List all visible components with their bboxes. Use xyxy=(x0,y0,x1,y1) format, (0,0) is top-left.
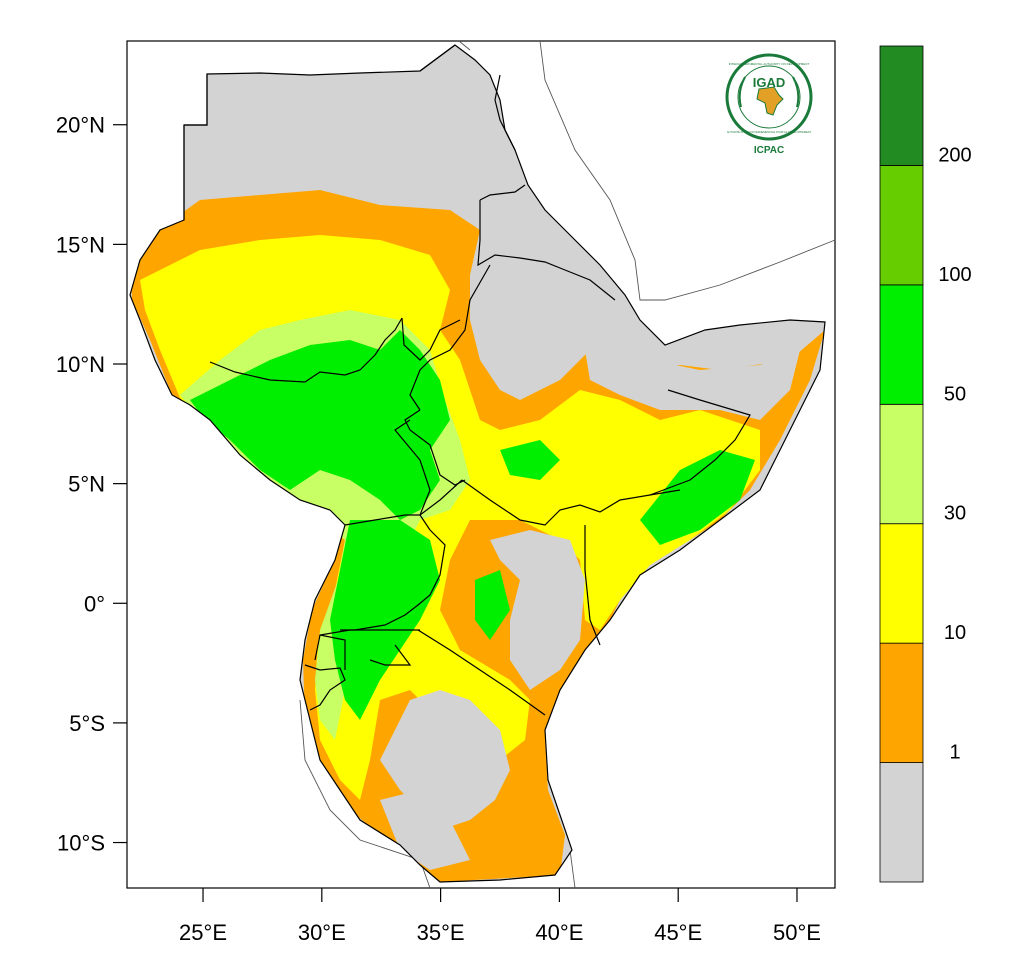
y-tick-label: 0° xyxy=(84,591,105,616)
logo-inner-ring xyxy=(737,65,801,129)
legend-swatch xyxy=(879,762,924,883)
legend-label: 100 xyxy=(938,264,971,286)
no-rain-zone-ethiopia xyxy=(470,275,600,400)
legend-swatch xyxy=(879,642,924,763)
legend-label: 30 xyxy=(944,503,966,525)
x-tick-label: 40°E xyxy=(535,920,583,945)
x-tick-label: 45°E xyxy=(654,920,702,945)
x-tick-label: 50°E xyxy=(773,920,821,945)
legend-swatch xyxy=(879,523,924,644)
africa-map-icon xyxy=(756,86,784,116)
logo-subtitle: AUTORITÉ INTERGOUVERNEMENTALE POUR LE DÉ… xyxy=(727,129,812,134)
y-tick-label: 10°S xyxy=(57,831,105,856)
x-tick-label: 25°E xyxy=(179,920,227,945)
rainfall-zone-green-2 xyxy=(330,520,440,720)
x-tick-label: 35°E xyxy=(417,920,465,945)
legend-label: 50 xyxy=(944,383,966,405)
rainfall-zone-green xyxy=(190,330,450,520)
legend-label: 1 xyxy=(949,742,960,764)
y-tick-label: 10°N xyxy=(56,352,105,377)
x-tick-label: 30°E xyxy=(298,920,346,945)
rainfall-zone-green-4 xyxy=(500,440,560,480)
logo-acronym: IGAD xyxy=(753,75,786,90)
legend-swatch xyxy=(879,403,924,525)
legend-swatch xyxy=(879,284,924,405)
logo-org-name: ICPAC xyxy=(754,145,784,156)
rainfall-zone-green-5 xyxy=(475,570,510,640)
legend-swatch xyxy=(879,165,924,286)
laurel-icon xyxy=(738,76,800,108)
axis-ticks: 25°E 30°E 35°E 40°E 45°E 50°E 20°N 15°N 10°N 5°N 0… xyxy=(56,113,821,945)
rainfall-zone-green-3 xyxy=(640,450,755,545)
no-rain-zone-east xyxy=(580,320,800,420)
no-rain-zone-kenya xyxy=(490,530,585,690)
y-tick-label: 15°N xyxy=(56,232,105,257)
legend-label: 200 xyxy=(938,144,971,166)
country-borders xyxy=(129,44,826,883)
logo-full-name: INTERGOVERNMENTAL AUTHORITY ON DEVELOPME… xyxy=(729,62,810,66)
legend-label: 10 xyxy=(944,622,966,644)
legend-swatch xyxy=(879,45,924,166)
y-tick-label: 5°S xyxy=(69,711,105,736)
y-tick-label: 5°N xyxy=(68,472,105,497)
igad-logo: IGAD INTERGOVERNMENTAL AUTHORITY ON DEVE… xyxy=(725,53,813,156)
color-legend: 1 10 30 50 100 200 xyxy=(879,45,972,883)
y-tick-label: 20°N xyxy=(56,113,105,138)
